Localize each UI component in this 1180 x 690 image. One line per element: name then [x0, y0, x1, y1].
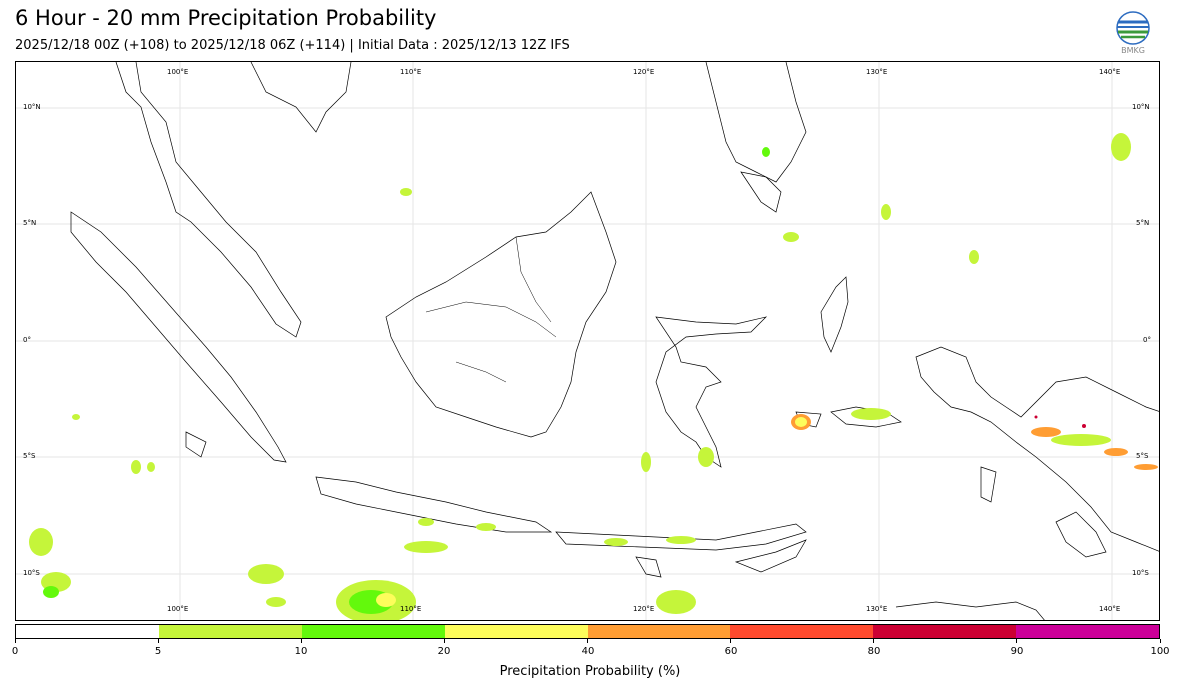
colorbar-segment [873, 625, 1017, 638]
colorbar-segment [587, 625, 731, 638]
lat-label-left-10s: 10°S [23, 569, 40, 577]
colorbar-segment [301, 625, 445, 638]
lon-label-bottom-100: 100°E [167, 605, 189, 613]
colorbar-tick-label: 10 [294, 646, 308, 657]
colorbar-tick [873, 639, 874, 643]
colorbar-tick [444, 639, 445, 643]
colorbar-tick-label: 90 [1010, 646, 1024, 657]
lat-label-left-0: 0° [23, 336, 31, 344]
coastlines [70, 62, 1159, 620]
lon-label-top-130: 130°E [866, 68, 888, 76]
colorbar-tick [1160, 639, 1161, 643]
lon-label-top-140: 140°E [1099, 68, 1121, 76]
colorbar-tick-label: 5 [154, 646, 162, 657]
colorbar-tick [301, 639, 302, 643]
colorbar-label: Precipitation Probability (%) [499, 664, 681, 679]
lon-label-top-100: 100°E [167, 68, 189, 76]
colorbar-segment [158, 625, 302, 638]
colorbar-tick-label: 60 [724, 646, 738, 657]
colorbar-tick [730, 639, 731, 643]
map-panel: 100°E 110°E 120°E 130°E 140°E 100°E 110°… [15, 61, 1160, 621]
lon-label-bottom-120: 120°E [633, 605, 655, 613]
colorbar-tick [1016, 639, 1017, 643]
logo-text: BMKG [1121, 46, 1145, 55]
lon-label-bottom-140: 140°E [1099, 605, 1121, 613]
bmkg-logo: BMKG [1114, 11, 1152, 55]
lat-label-right-5s: 5°S [1136, 452, 1149, 460]
colorbar-tick [158, 639, 159, 643]
precip-shading [29, 133, 1158, 620]
graticule [16, 62, 1159, 620]
borders [425, 236, 557, 383]
map-subtitle: 2025/12/18 00Z (+108) to 2025/12/18 06Z … [15, 38, 570, 53]
lat-label-left-5n: 5°N [23, 219, 37, 227]
colorbar [15, 624, 1160, 639]
colorbar-segment [730, 625, 874, 638]
colorbar-segment [1016, 625, 1159, 638]
lon-label-bottom-110: 110°E [400, 605, 422, 613]
lat-label-right-0: 0° [1143, 336, 1151, 344]
lat-label-right-10s: 10°S [1132, 569, 1149, 577]
colorbar-tick-label: 80 [867, 646, 881, 657]
lat-label-left-10n: 10°N [23, 103, 41, 111]
colorbar-segment [16, 625, 159, 638]
colorbar-tick-label: 40 [581, 646, 595, 657]
lon-label-bottom-130: 130°E [866, 605, 888, 613]
lon-label-top-120: 120°E [633, 68, 655, 76]
colorbar-segment [444, 625, 588, 638]
colorbar-tick [15, 639, 16, 643]
colorbar-tick [587, 639, 588, 643]
colorbar-tick-label: 100 [1150, 646, 1170, 657]
colorbar-tick-label: 20 [437, 646, 451, 657]
colorbar-tick-label: 0 [11, 646, 19, 657]
map-canvas [16, 62, 1159, 620]
lat-label-right-10n: 10°N [1132, 103, 1150, 111]
map-title: 6 Hour - 20 mm Precipitation Probability [15, 6, 437, 30]
lon-label-top-110: 110°E [400, 68, 422, 76]
lat-label-right-5n: 5°N [1136, 219, 1150, 227]
lat-label-left-5s: 5°S [23, 452, 36, 460]
